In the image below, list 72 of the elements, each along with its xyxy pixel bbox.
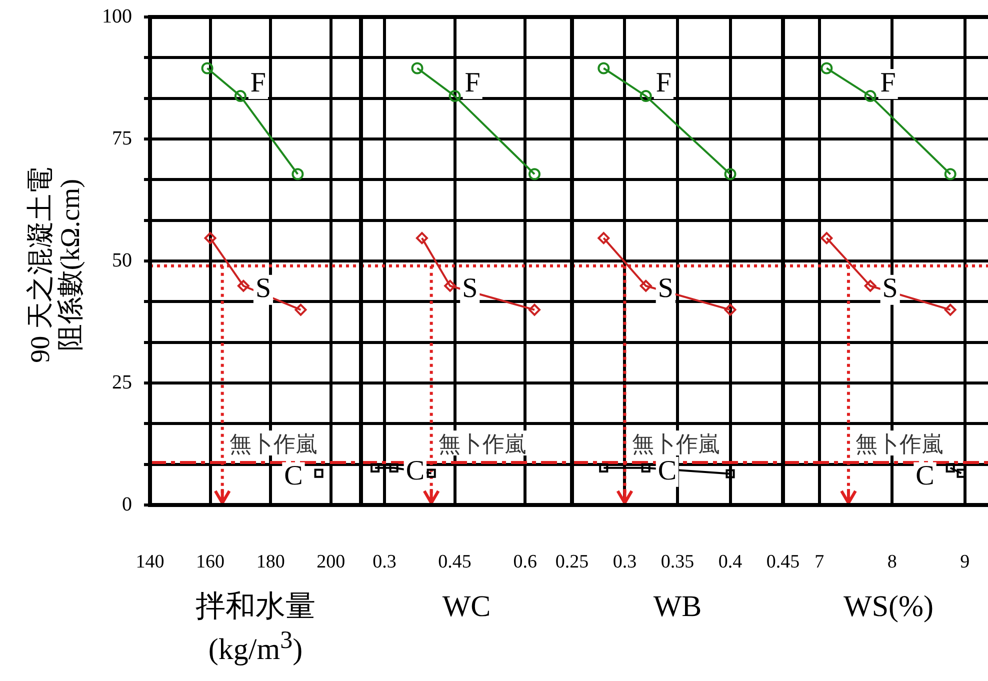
ref-line-label: 無卜作嵐 [632,431,720,456]
point [946,463,955,472]
series-label: F [656,67,672,98]
x-tick-label: 0.6 [513,551,537,572]
point [370,463,380,472]
series-label: C [658,455,677,486]
y-tick-label: 50 [112,249,132,272]
point [204,232,216,244]
y-tick-label: 25 [112,371,132,394]
point [724,304,736,316]
series-label: S [658,273,674,304]
series-label: S [255,273,272,304]
x-tick-label: 0.3 [612,551,637,572]
point [641,463,650,472]
point [234,90,246,102]
x-axis-title: 拌和水量 (kg/m$^{3}$) [194,590,316,667]
point [416,232,428,244]
x-tick-label: 0.35 [660,551,694,572]
point [237,280,250,292]
x-tick-label: 160 [196,551,225,572]
point [724,168,736,180]
point [640,280,652,292]
series-label: S [882,273,898,304]
y-tick-label: 100 [102,5,132,28]
series-label: S [462,273,478,304]
x-tick-label: 200 [316,551,346,572]
point [944,304,956,316]
point [201,62,214,74]
ref-line-label: 無卜作嵐 [855,431,944,456]
point [640,90,652,102]
x-tick-label: 9 [960,551,970,572]
point [292,168,304,180]
series-label: F [880,67,896,98]
x-tick-label: 0.25 [555,551,589,572]
point [820,232,833,244]
series-label: C [406,455,425,486]
point [528,304,540,316]
point [528,168,540,180]
point [864,90,876,102]
point [411,62,424,74]
point [444,280,456,292]
x-tick-label: 180 [256,551,285,572]
point [599,463,608,472]
x-axis-title: WB [652,590,703,624]
point [448,90,461,102]
x-tick-label: 0.4 [718,551,743,572]
x-tick-label: 8 [887,551,897,572]
point [389,463,398,472]
point [864,280,876,292]
point [294,304,307,316]
x-tick-label: 7 [814,551,824,572]
point [726,469,735,478]
y-axis-title: 90 天之混凝土電阻係數(kΩ.cm) [25,166,85,365]
point [598,232,610,244]
series-label: F [250,67,266,98]
x-axis-title: WC [441,590,492,624]
ref-line-label: 無卜作嵐 [229,431,318,456]
x-tick-label: 0.45 [766,551,800,572]
y-tick-label: 75 [112,127,132,150]
x-tick-label: 140 [136,551,164,572]
series-label: C [916,460,934,492]
point [820,62,833,74]
y-tick-label: 0 [122,493,132,516]
point [314,468,324,478]
x-axis-title: WS(%) [842,590,934,624]
series-label: C [284,460,303,492]
series-label: F [464,67,480,98]
point [598,62,610,74]
x-tick-label: 0.3 [372,551,396,572]
x-tick-label: 0.45 [438,551,472,572]
ref-line-label: 無卜作嵐 [438,431,526,456]
point [944,168,956,180]
